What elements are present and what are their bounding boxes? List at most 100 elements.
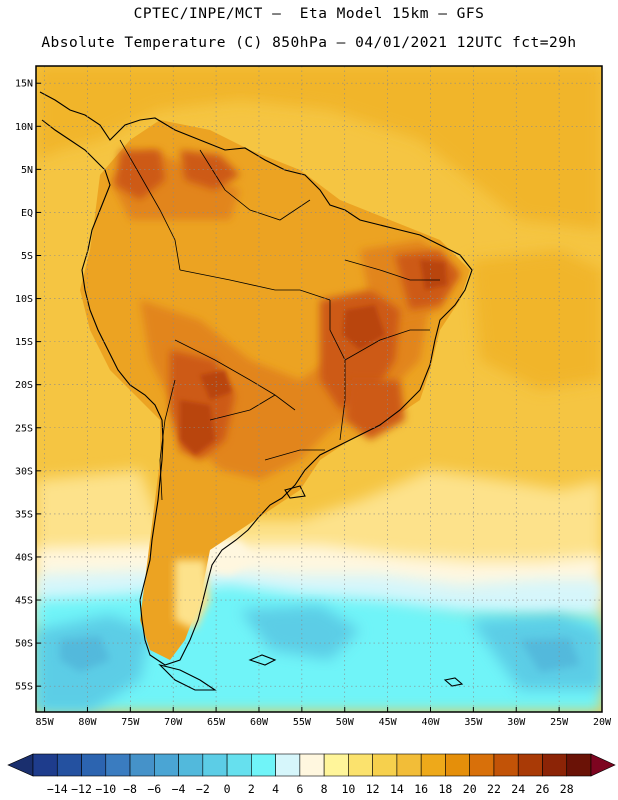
country-border — [159, 379, 176, 501]
colorbar-label: 12 — [366, 782, 380, 796]
colorbar-swatch — [566, 753, 592, 777]
warm-ocean-east — [470, 250, 602, 390]
colorbar-low-arrow — [7, 753, 34, 777]
country-border — [344, 259, 440, 281]
lon-label: 25W — [550, 717, 569, 728]
lat-label: 55S — [15, 682, 33, 693]
colorbar-swatch — [105, 753, 131, 777]
colorbar-label: 28 — [560, 782, 574, 796]
colorbar-label: 24 — [511, 782, 525, 796]
colorbar-label: −12 — [71, 782, 92, 796]
country-border — [174, 339, 296, 411]
patagonia-cool — [175, 560, 210, 630]
lon-label: 65W — [207, 717, 226, 728]
colorbar-swatch — [251, 753, 276, 777]
colorbar-label: −4 — [172, 782, 186, 796]
lat-label: 20S — [15, 380, 33, 391]
island-outline — [248, 654, 277, 666]
colorbar-label: 20 — [463, 782, 477, 796]
lon-label: 50W — [336, 717, 355, 728]
map-subtitle: Absolute Temperature (C) 850hPa – 04/01/… — [41, 35, 577, 51]
lat-label: 5S — [21, 251, 33, 262]
lat-label: 50S — [15, 639, 33, 650]
country-border — [179, 269, 331, 301]
colorbar-label: 16 — [414, 782, 428, 796]
colorbar-swatch — [226, 753, 252, 777]
cyan-mid-patch — [240, 605, 360, 660]
lat-label: 10S — [15, 294, 33, 305]
lon-label: 20W — [593, 717, 612, 728]
colorbar-high-arrow — [590, 753, 616, 777]
lat-label: 30S — [15, 466, 33, 477]
colorbar-swatch — [517, 753, 543, 777]
lon-label: 55W — [293, 717, 312, 728]
lake-outline — [284, 485, 306, 499]
hottest-zone — [200, 370, 232, 400]
lon-label: 75W — [121, 717, 140, 728]
temperature-field — [36, 66, 602, 712]
colorbar-swatch — [299, 753, 325, 777]
colorbar-label: 22 — [487, 782, 501, 796]
colorbar-label: 2 — [248, 782, 255, 796]
lat-label: 25S — [15, 423, 33, 434]
lat-label: 35S — [15, 509, 33, 520]
colorbar-swatch — [202, 753, 228, 777]
colorbar-label: 4 — [272, 782, 279, 796]
country-border — [344, 329, 430, 361]
colorbar-label: 6 — [296, 782, 303, 796]
colorbar-swatch — [493, 753, 519, 777]
continent-outline — [39, 91, 473, 666]
country-border — [199, 149, 311, 221]
colorbar: −14 −12 −10 −8 −6 −4 −2 0 2 4 6 8 10 12 14 16 18 20 22 24 26… — [7, 753, 616, 796]
colorbar-swatch — [542, 753, 568, 777]
hottest-zone — [343, 305, 385, 350]
hottest-zone — [420, 260, 447, 290]
colorbar-swatch — [178, 753, 204, 777]
colorbar-swatch — [469, 753, 495, 777]
colorbar-swatch — [372, 753, 398, 777]
colorbar-label: −8 — [123, 782, 137, 796]
lon-label: 60W — [250, 717, 269, 728]
colorbar-swatch — [323, 753, 349, 777]
colorbar-label: 18 — [439, 782, 453, 796]
colorbar-label: 0 — [224, 782, 231, 796]
colorbar-label: −14 — [47, 782, 68, 796]
lon-label: 35W — [464, 717, 483, 728]
lat-label: 40S — [15, 552, 33, 563]
colorbar-label: 8 — [321, 782, 328, 796]
latitude-labels: 15N 10N 5N EQ 5S 10S 15S 20S 25S 30S 35S 40S 45S 50S 5… — [15, 79, 41, 693]
colorbar-label: −10 — [95, 782, 116, 796]
lon-label: 30W — [507, 717, 526, 728]
hot-zone — [180, 150, 240, 190]
colorbar-swatch — [129, 753, 155, 777]
longitude-labels: 85W 80W 75W 70W 65W 60W 55W 50W 45W 40W 35W 30W 25W 2… — [36, 707, 612, 728]
hot-zone — [345, 380, 405, 440]
teal-patch — [60, 636, 110, 672]
colorbar-label: 14 — [390, 782, 404, 796]
colorbar-swatch — [56, 753, 82, 777]
colorbar-swatch — [275, 753, 301, 777]
colorbar-swatch — [348, 753, 373, 777]
lat-label: 15S — [15, 337, 33, 348]
colorbar-swatch — [32, 753, 58, 777]
island-outline — [443, 677, 464, 687]
map-title: CPTEC/INPE/MCT – Eta Model 15km – GFS — [133, 6, 485, 22]
teal-patch — [520, 638, 580, 672]
lat-label: EQ — [21, 208, 33, 219]
colorbar-swatch — [154, 753, 179, 777]
colorbar-label: −2 — [196, 782, 210, 796]
lon-label: 85W — [36, 717, 55, 728]
colorbar-swatch — [396, 753, 422, 777]
lon-label: 80W — [78, 717, 97, 728]
lat-label: 10N — [15, 122, 33, 133]
hottest-zone — [180, 400, 215, 455]
colorbar-label: −6 — [147, 782, 161, 796]
lon-label: 45W — [379, 717, 398, 728]
lat-label: 15N — [15, 79, 33, 90]
colorbar-label: 10 — [341, 782, 355, 796]
lat-label: 5N — [21, 165, 33, 176]
colorbar-swatch — [445, 753, 470, 777]
colorbar-swatch — [81, 753, 107, 777]
country-border — [209, 394, 276, 421]
